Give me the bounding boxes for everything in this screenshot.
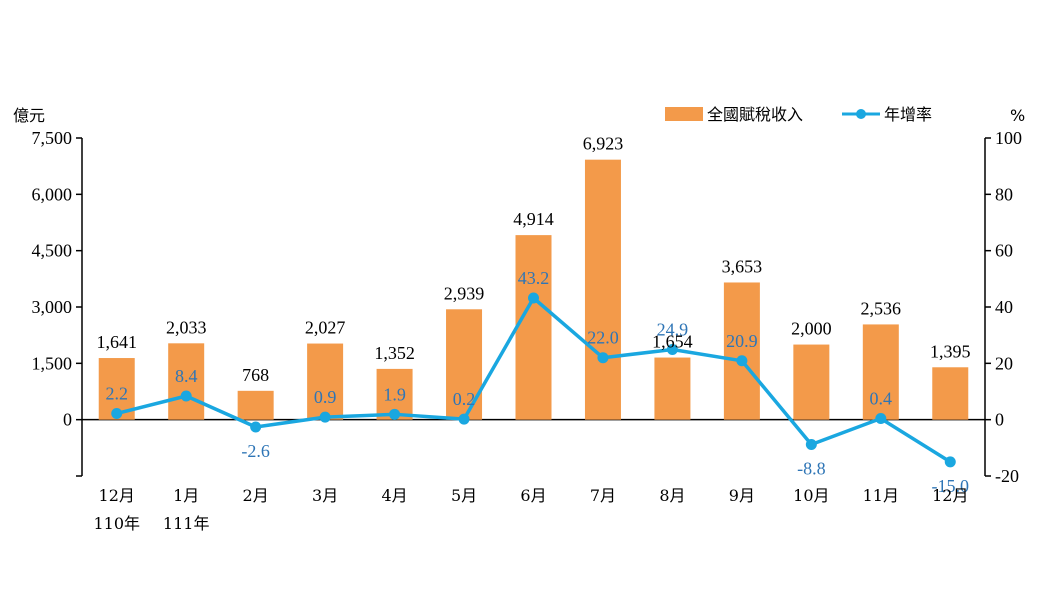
bar-value-label: 768 xyxy=(242,365,269,385)
bar-value-label: 2,033 xyxy=(166,317,207,337)
growth-rate-label: 24.9 xyxy=(657,320,689,340)
bar-value-label: 1,654 xyxy=(652,332,693,352)
data-labels: 1,641 2,033 768 2,027 1,352 2,939 4,914 6,923 1,… xyxy=(96,134,970,496)
growth-rate-label: 8.4 xyxy=(175,366,198,386)
growth-rate-point xyxy=(250,421,262,433)
bar-value-label: 2,000 xyxy=(791,319,832,339)
legend-swatch-growth-marker xyxy=(856,109,866,119)
x-category-label: 9月 xyxy=(729,486,755,505)
growth-rate-point xyxy=(597,352,609,364)
x-category-label: 11月 xyxy=(863,486,899,505)
y-right-tick-label: 80 xyxy=(995,184,1013,204)
x-category-sublabel: 111年 xyxy=(163,514,210,533)
growth-rate-label: 2.2 xyxy=(105,383,128,403)
y-right-tick-label: -20 xyxy=(995,466,1019,486)
y-right-tick-label: 20 xyxy=(995,353,1013,373)
growth-rate-label: -8.8 xyxy=(797,458,826,478)
y-right-tick-label: 0 xyxy=(995,410,1004,430)
y-left-tick-label: 3,000 xyxy=(32,297,73,317)
y-left-tick-label: 7,500 xyxy=(32,128,73,148)
y-left-tick-label: 4,500 xyxy=(32,241,73,261)
chart-legend: 全國賦稅收入 年增率 xyxy=(665,105,932,124)
y-left-tick-label: 6,000 xyxy=(32,184,73,204)
bar-value-label: 1,395 xyxy=(930,341,971,361)
bar xyxy=(793,344,830,420)
growth-rate-point xyxy=(528,292,539,304)
category-labels: 12月 110年 1月 111年 2月 3月 4月 5月 6月 7月 8月 9月 10月 11月 12月 xyxy=(93,486,968,533)
bar-value-label: 1,352 xyxy=(374,343,415,363)
bar xyxy=(723,282,760,420)
bar xyxy=(932,367,969,420)
growth-rate-point xyxy=(389,408,401,420)
x-category-label: 6月 xyxy=(520,486,546,505)
growth-rate-point xyxy=(666,344,678,356)
growth-rate-point xyxy=(944,456,956,468)
growth-rate-label: 22.0 xyxy=(587,328,619,348)
growth-rate-label: 20.9 xyxy=(726,331,758,351)
growth-rate-label: -15.0 xyxy=(932,476,970,496)
growth-rate-point xyxy=(805,438,817,450)
bar-value-label: 2,027 xyxy=(305,318,346,338)
bar-value-label: 4,914 xyxy=(513,209,554,229)
bar xyxy=(237,390,274,420)
legend-swatch-revenue xyxy=(665,107,703,121)
growth-rate-point xyxy=(111,407,123,419)
y-right-unit: % xyxy=(1010,106,1025,125)
x-category-label: 3月 xyxy=(312,486,338,505)
y-left-unit: 億元 xyxy=(13,106,45,125)
bar-value-label: 2,536 xyxy=(861,298,902,318)
bar xyxy=(168,343,205,420)
legend-label-revenue: 全國賦稅收入 xyxy=(707,105,803,124)
line-series xyxy=(111,292,956,468)
x-category-label: 8月 xyxy=(659,486,685,505)
growth-rate-label: -2.6 xyxy=(241,441,270,461)
bar-value-label: 6,923 xyxy=(583,134,624,154)
x-category-label: 5月 xyxy=(451,486,477,505)
growth-rate-point xyxy=(736,355,748,367)
bar-series xyxy=(98,159,969,420)
y-right-tick-label: 40 xyxy=(995,297,1013,317)
bar xyxy=(307,343,344,420)
x-category-sublabel: 110年 xyxy=(93,514,140,533)
bar xyxy=(862,324,899,420)
y-right-tick-label: 60 xyxy=(995,241,1013,261)
x-category-label: 4月 xyxy=(381,486,407,505)
x-category-label: 12月 xyxy=(932,486,968,505)
bar-value-label: 2,939 xyxy=(444,283,485,303)
bar-value-label: 3,653 xyxy=(722,256,763,276)
growth-rate-label: 0.9 xyxy=(314,387,337,407)
bar-value-label: 1,641 xyxy=(96,332,137,352)
y-right-tick-label: 100 xyxy=(995,128,1022,148)
growth-rate-label: 1.9 xyxy=(383,384,406,404)
growth-rate-label: 0.4 xyxy=(870,389,893,409)
x-category-label: 2月 xyxy=(243,486,269,505)
growth-rate-label: 43.2 xyxy=(518,268,550,288)
bar xyxy=(584,159,621,420)
y-left-tick-label: 0 xyxy=(63,410,72,430)
growth-rate-label: 0.2 xyxy=(453,389,476,409)
growth-rate-point xyxy=(180,390,192,402)
growth-rate-point xyxy=(875,413,887,425)
legend-label-growth: 年增率 xyxy=(884,105,932,124)
x-category-label: 1月 xyxy=(173,486,199,505)
x-category-label: 10月 xyxy=(793,486,829,505)
growth-rate-point xyxy=(319,411,331,423)
x-category-label: 12月 xyxy=(99,486,135,505)
growth-rate-point xyxy=(458,413,470,425)
x-category-label: 7月 xyxy=(590,486,616,505)
y-left-tick-label: 1,500 xyxy=(32,353,73,373)
bar xyxy=(654,357,691,420)
bar xyxy=(515,235,552,420)
